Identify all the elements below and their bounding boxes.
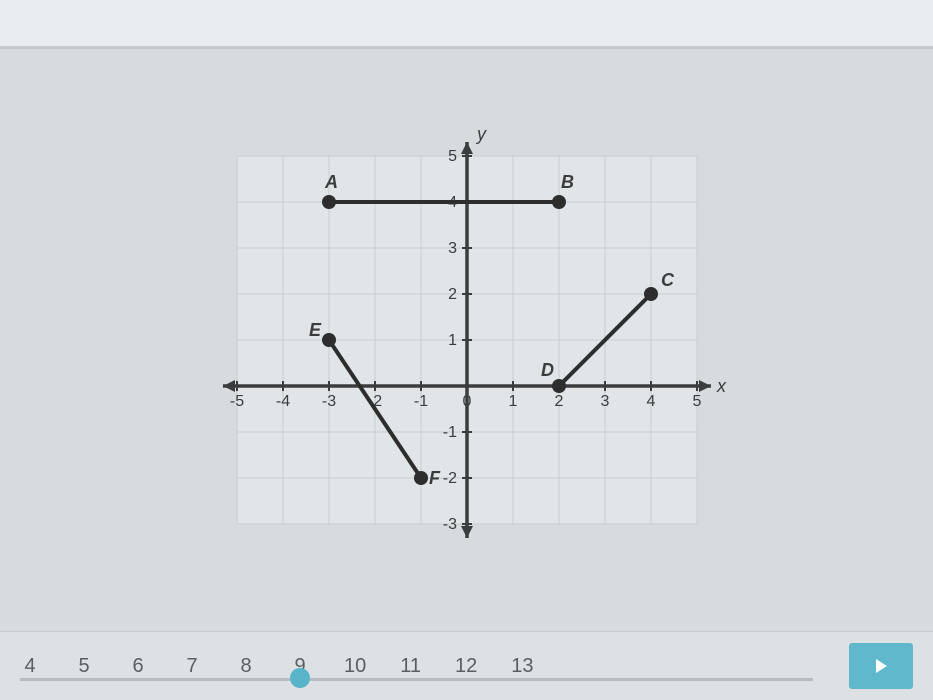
point-A <box>322 195 336 209</box>
point-label-B: B <box>561 172 574 192</box>
page-number-8[interactable]: 8 <box>236 655 256 678</box>
point-E <box>322 333 336 347</box>
y-tick-label: 1 <box>448 332 457 349</box>
point-B <box>552 195 566 209</box>
page-number-5[interactable]: 5 <box>74 655 94 678</box>
chart-area: -5-4-3-2-1012345-3-2-112345xyABCDEF <box>0 49 933 631</box>
x-tick-label: 0 <box>462 393 471 410</box>
point-label-F: F <box>429 468 441 488</box>
page-number-10[interactable]: 10 <box>344 655 366 678</box>
x-tick-label: -5 <box>229 393 243 410</box>
pagination-bar: 45678910111213 <box>0 631 933 700</box>
y-tick-label: 2 <box>448 286 457 303</box>
x-tick-label: 4 <box>646 393 655 410</box>
point-label-E: E <box>309 320 322 340</box>
point-D <box>552 379 566 393</box>
x-tick-label: -3 <box>321 393 335 410</box>
point-label-C: C <box>661 270 675 290</box>
play-icon <box>872 657 890 675</box>
page-number-7[interactable]: 7 <box>182 655 202 678</box>
y-tick-label: 5 <box>448 148 457 165</box>
x-tick-label: 2 <box>554 393 563 410</box>
page-number-6[interactable]: 6 <box>128 655 148 678</box>
x-tick-label: -4 <box>275 393 289 410</box>
y-axis-arrow-icon <box>461 142 473 154</box>
point-C <box>644 287 658 301</box>
x-tick-label: -1 <box>413 393 427 410</box>
point-label-A: A <box>324 172 338 192</box>
y-tick-label: -2 <box>442 470 456 487</box>
page-number-4[interactable]: 4 <box>20 655 40 678</box>
page-number-12[interactable]: 12 <box>455 655 477 678</box>
x-axis-arrow-icon <box>223 380 235 392</box>
x-axis-label: x <box>716 376 727 396</box>
pagination-knob[interactable] <box>290 668 310 688</box>
x-tick-label: 3 <box>600 393 609 410</box>
y-tick-label: 3 <box>448 240 457 257</box>
y-axis-label: y <box>475 124 487 144</box>
top-strip <box>0 0 933 49</box>
page-number-13[interactable]: 13 <box>511 655 533 678</box>
point-label-D: D <box>541 360 554 380</box>
x-tick-label: 5 <box>692 393 701 410</box>
coordinate-chart: -5-4-3-2-1012345-3-2-112345xyABCDEF <box>205 124 729 556</box>
y-tick-label: -3 <box>442 516 456 533</box>
point-F <box>414 471 428 485</box>
y-axis-arrow-icon <box>461 526 473 538</box>
next-button[interactable] <box>849 643 913 689</box>
pagination-progress-line <box>20 678 813 681</box>
y-tick-label: -1 <box>442 424 456 441</box>
page-number-11[interactable]: 11 <box>400 655 421 678</box>
x-axis-arrow-icon <box>699 380 711 392</box>
x-tick-label: 1 <box>508 393 517 410</box>
